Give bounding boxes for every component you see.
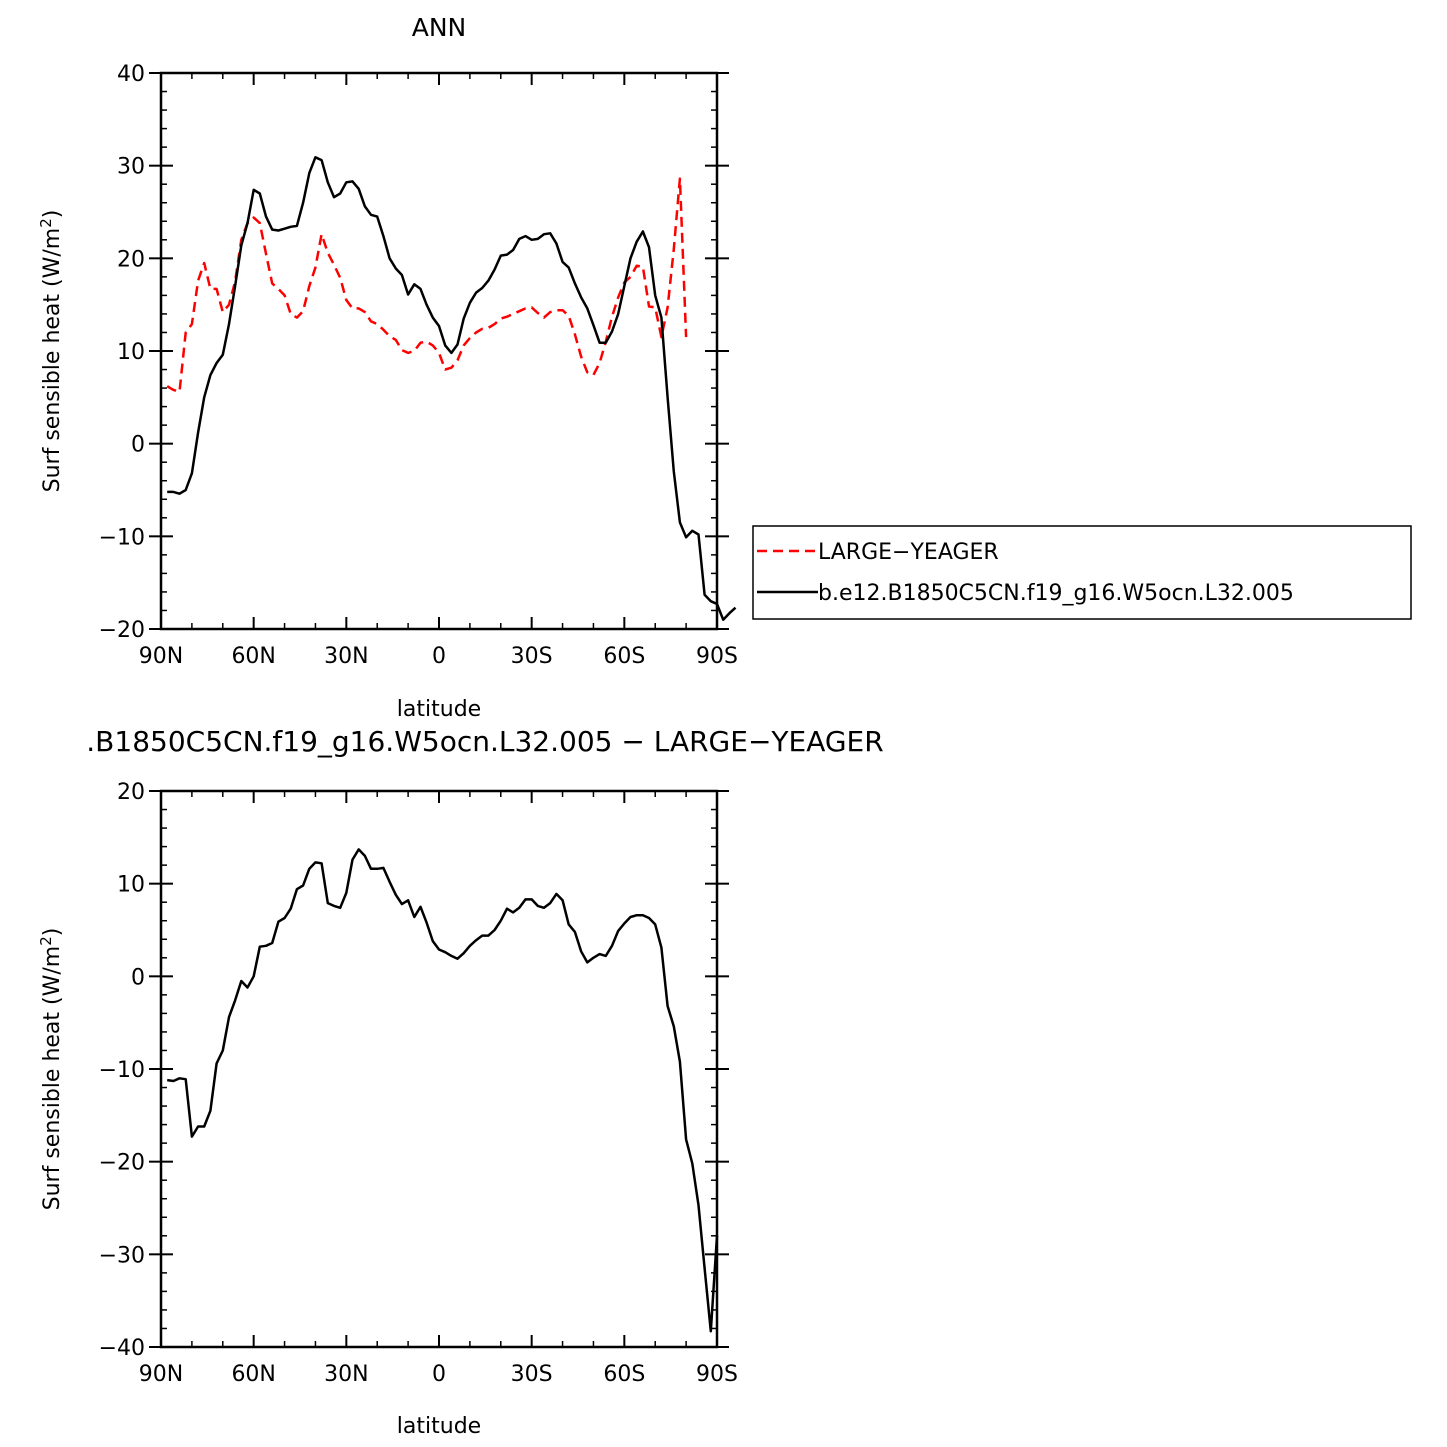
bottom-y-tick-label: 10: [117, 873, 145, 898]
bottom-series-line-0: [167, 848, 719, 1333]
top-y-tick-label: 30: [117, 155, 145, 180]
top-y-tick-label: −20: [99, 618, 145, 643]
top-chart-panel: ANN 90N 60N 30N 0 30S 60S 90S −20 −10 0 10 20 30 40 l…: [37, 13, 738, 722]
bottom-x-tick-label: 90S: [696, 1362, 738, 1387]
top-chart-ylabel-sup: 2: [37, 218, 55, 228]
bottom-chart-axes: 90N 60N 30N 0 30S 60S 90S −40 −30 −20 −10 0 10 20: [99, 780, 738, 1387]
legend: LARGE−YEAGER b.e12.B1850C5CN.f19_g16.W5o…: [752, 525, 1412, 620]
top-y-tick-label: −10: [99, 525, 145, 550]
legend-box: [752, 525, 1412, 620]
top-x-tick-label: 90S: [696, 644, 738, 669]
bottom-y-tick-label: 0: [131, 965, 145, 990]
bottom-y-tick-label: −30: [99, 1243, 145, 1268]
bottom-y-tick-label: −20: [99, 1151, 145, 1176]
bottom-x-tick-label: 90N: [139, 1362, 183, 1387]
top-x-tick-label: 60N: [231, 644, 275, 669]
top-chart-title: ANN: [412, 13, 467, 42]
top-x-tick-label: 90N: [139, 644, 183, 669]
bottom-x-tick-label: 30S: [511, 1362, 553, 1387]
bottom-chart-lines: [167, 848, 719, 1333]
bottom-chart-ylabel-sup: 2: [37, 936, 55, 946]
bottom-chart-frame: [159, 789, 719, 1349]
top-x-tick-label: 0: [432, 644, 446, 669]
top-chart-xlabel: latitude: [397, 697, 481, 722]
top-y-tick-label: 10: [117, 340, 145, 365]
bottom-x-tick-label: 0: [432, 1362, 446, 1387]
top-chart-frame: [159, 71, 719, 631]
bottom-chart-ylabel-suffix: ): [40, 928, 65, 937]
top-chart-ylabel: Surf sensible heat (W/m2): [37, 210, 65, 493]
top-y-tick-label: 0: [131, 433, 145, 458]
bottom-y-tick-label: 20: [117, 780, 145, 805]
top-chart-lines: [166, 156, 737, 621]
bottom-y-tick-label: −40: [99, 1336, 145, 1361]
top-series-line-0: [166, 177, 688, 394]
bottom-chart-panel: .B1850C5CN.f19_g16.W5ocn.L32.005 − LARGE…: [37, 725, 884, 1439]
top-x-tick-label: 30S: [511, 644, 553, 669]
top-chart-ylabel-main: Surf sensible heat (W/m: [40, 228, 65, 493]
bottom-chart-ylabel-main: Surf sensible heat (W/m: [40, 946, 65, 1211]
bottom-chart-title: .B1850C5CN.f19_g16.W5ocn.L32.005 − LARGE…: [86, 725, 883, 758]
legend-label-large-yeager: LARGE−YEAGER: [818, 540, 999, 565]
bottom-chart-xlabel: latitude: [397, 1414, 481, 1439]
top-y-tick-label: 20: [117, 247, 145, 272]
bottom-x-tick-label: 60S: [603, 1362, 645, 1387]
top-x-tick-label: 60S: [603, 644, 645, 669]
bottom-x-tick-label: 60N: [231, 1362, 275, 1387]
bottom-y-tick-label: −10: [99, 1058, 145, 1083]
top-chart-axes: 90N 60N 30N 0 30S 60S 90S −20 −10 0 10 20 30 40: [99, 62, 738, 669]
top-series-line-1: [167, 156, 737, 621]
top-x-tick-label: 30N: [324, 644, 368, 669]
top-chart-ylabel-suffix: ): [40, 210, 65, 219]
top-y-tick-label: 40: [117, 62, 145, 87]
legend-label-b-e12: b.e12.B1850C5CN.f19_g16.W5ocn.L32.005: [818, 581, 1294, 606]
bottom-chart-ylabel: Surf sensible heat (W/m2): [37, 928, 65, 1211]
bottom-x-tick-label: 30N: [324, 1362, 368, 1387]
